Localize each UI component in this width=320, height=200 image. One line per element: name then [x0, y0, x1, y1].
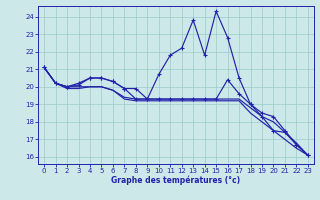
X-axis label: Graphe des températures (°c): Graphe des températures (°c) — [111, 176, 241, 185]
